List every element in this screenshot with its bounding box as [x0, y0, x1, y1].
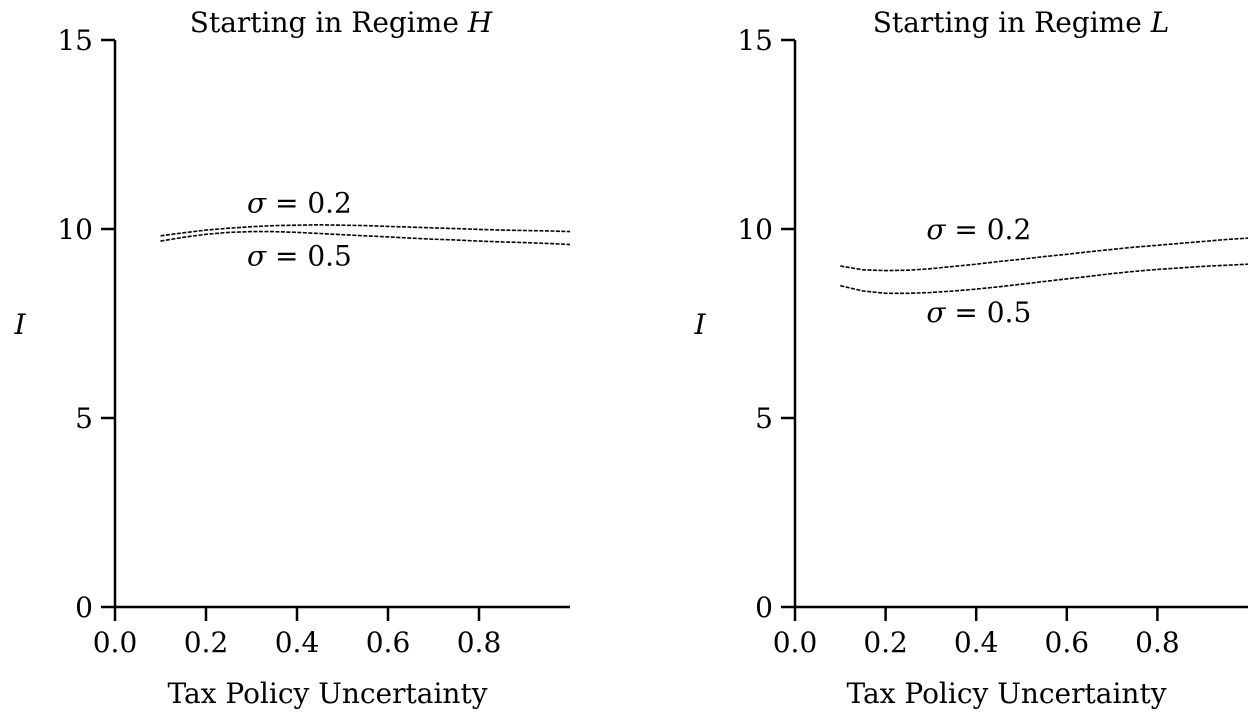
- y-axis-title: I: [13, 308, 26, 341]
- series-annotation: σ = 0.5: [926, 296, 1031, 329]
- annotation-value: = 0.2: [945, 213, 1031, 246]
- x-tick-label: 0.0: [93, 626, 138, 659]
- sigma-symbol: σ: [926, 296, 946, 329]
- series-annotation: σ = 0.5: [247, 239, 352, 272]
- y-tick-label: 15: [737, 24, 773, 57]
- x-tick-label: 0.2: [863, 626, 908, 659]
- y-tick-label: 0: [75, 591, 93, 624]
- x-tick-label: 0.4: [275, 626, 320, 659]
- y-tick-label: 10: [737, 213, 773, 246]
- y-tick-label: 5: [75, 402, 93, 435]
- annotation-value: = 0.5: [945, 296, 1031, 329]
- x-axis-title: Tax Policy Uncertainty: [167, 677, 487, 710]
- chart-title-regime: H: [467, 6, 493, 39]
- x-tick-label: 0.6: [1045, 626, 1090, 659]
- x-tick-label: 0.4: [954, 626, 999, 659]
- y-tick-label: 0: [755, 591, 773, 624]
- chart-title-regime: L: [1150, 6, 1170, 39]
- annotation-value: = 0.5: [266, 239, 352, 272]
- chart-panel-regime-h: 0 5 10 15 0.0 0.2 0.4 0.6 0.8 Starting in Regime …: [13, 6, 571, 710]
- x-tick-label: 0.8: [1135, 626, 1180, 659]
- chart-panel-regime-l: 0 5 10 15 0.0 0.2 0.4 0.6 0.8 Starting in Regime …: [693, 6, 1249, 710]
- series-line-sigma-0-5: [160, 230, 571, 246]
- x-tick-label: 0.0: [773, 626, 818, 659]
- x-tick-label: 0.8: [457, 626, 502, 659]
- x-axis-title: Tax Policy Uncertainty: [846, 677, 1166, 710]
- chart-title: Starting in Regime L: [873, 6, 1170, 39]
- y-tick-label: 5: [755, 402, 773, 435]
- series-annotation: σ = 0.2: [926, 213, 1031, 246]
- chart-title-text: Starting in Regime: [873, 6, 1151, 39]
- sigma-symbol: σ: [247, 187, 267, 220]
- y-axis-title: I: [693, 308, 706, 341]
- chart-title: Starting in Regime H: [190, 6, 493, 39]
- y-tick-label: 10: [57, 213, 93, 246]
- x-tick-label: 0.2: [184, 626, 229, 659]
- sigma-symbol: σ: [926, 213, 946, 246]
- series-line-sigma-0-5: [840, 263, 1249, 295]
- series-annotation: σ = 0.2: [247, 187, 352, 220]
- x-tick-label: 0.6: [366, 626, 411, 659]
- chart-title-text: Starting in Regime: [190, 6, 468, 39]
- series-line-sigma-0-2: [160, 223, 571, 237]
- y-tick-label: 15: [57, 24, 93, 57]
- series-line-sigma-0-2: [840, 237, 1249, 272]
- annotation-value: = 0.2: [266, 187, 352, 220]
- sigma-symbol: σ: [247, 239, 267, 272]
